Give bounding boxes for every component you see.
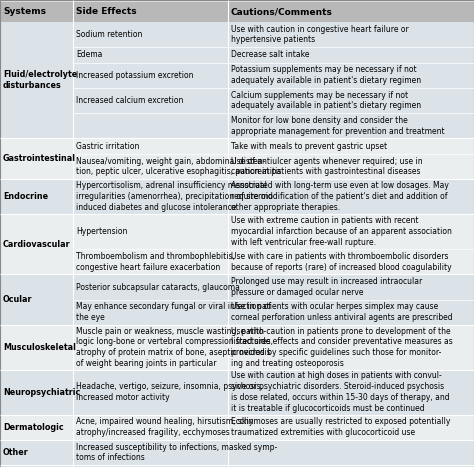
Text: Nausea/vomiting, weight gain, abdominal disten-
tion, peptic ulcer, ulcerative e: Nausea/vomiting, weight gain, abdominal … (76, 156, 282, 177)
Text: Fluid/electrolyte
disturbances: Fluid/electrolyte disturbances (3, 70, 77, 90)
Text: Calcium supplements may be necessary if not
adequately available in patient's di: Calcium supplements may be necessary if … (231, 91, 421, 110)
Bar (0, 325, 474, 370)
Text: Acne, impaired wound healing, hirsutism, skin
atrophy/increased fragility, ecchy: Acne, impaired wound healing, hirsutism,… (76, 417, 254, 437)
Text: Hypertension: Hypertension (76, 227, 128, 236)
Text: Systems: Systems (3, 7, 46, 16)
Bar (0, 22, 474, 138)
Text: Cautions/Comments: Cautions/Comments (231, 7, 333, 16)
Bar (0, 214, 474, 275)
Text: Associated with long-term use even at low dosages. May
require modification of t: Associated with long-term use even at lo… (231, 181, 449, 212)
Text: Increased calcium excretion: Increased calcium excretion (76, 96, 183, 105)
Text: Musculoskeletal: Musculoskeletal (3, 343, 76, 352)
Text: Other: Other (3, 448, 29, 457)
Text: Side Effects: Side Effects (76, 7, 137, 16)
Text: Headache, vertigo, seizure, insomnia, psychosis,
increased motor activity: Headache, vertigo, seizure, insomnia, ps… (76, 382, 263, 402)
Bar (0, 370, 474, 415)
Text: Gastric irritation: Gastric irritation (76, 142, 139, 151)
Text: Neuropsychiatric: Neuropsychiatric (3, 388, 80, 396)
Text: Use with caution at high doses in patients with convul-
sive or psychiatric diso: Use with caution at high doses in patien… (231, 371, 450, 413)
Text: May enhance secondary fungal or viral infection of
the eye: May enhance secondary fungal or viral in… (76, 303, 271, 322)
Bar (0, 179, 474, 214)
Text: Use in patients with ocular herpes simplex may cause
corneal perforation unless : Use in patients with ocular herpes simpl… (231, 303, 453, 322)
Text: Endocrine: Endocrine (3, 192, 48, 201)
Text: Increased potassium excretion: Increased potassium excretion (76, 71, 193, 80)
Text: Muscle pain or weakness, muscle wasting, patho-
logic long-bone or vertebral com: Muscle pain or weakness, muscle wasting,… (76, 327, 273, 368)
Text: Dermatologic: Dermatologic (3, 423, 64, 432)
Bar (0, 415, 474, 440)
Text: Use with extreme caution in patients with recent
myocardial infarction because o: Use with extreme caution in patients wit… (231, 216, 452, 247)
Text: Use with caution in congestive heart failure or
hypertensive patients: Use with caution in congestive heart fai… (231, 25, 409, 44)
Bar (0, 275, 474, 325)
Text: Cardiovascular: Cardiovascular (3, 240, 71, 249)
Text: Use of antiulcer agents whenever required; use in
caution in patients with gastr: Use of antiulcer agents whenever require… (231, 156, 423, 177)
Bar (0, 440, 474, 465)
Text: Sodium retention: Sodium retention (76, 30, 142, 39)
Text: Potassium supplements may be necessary if not
adequately available in patient's : Potassium supplements may be necessary i… (231, 65, 421, 85)
Bar (0, 2, 474, 22)
Text: Use with care in patients with thromboembolic disorders
because of reports (rare: Use with care in patients with thromboem… (231, 252, 452, 272)
Text: Ecchymoses are usually restricted to exposed potentially
traumatized extremities: Ecchymoses are usually restricted to exp… (231, 417, 450, 437)
Text: Prolonged use may result in increased intraocular
pressure or damaged ocular ner: Prolonged use may result in increased in… (231, 277, 422, 297)
Text: Thromboembolism and thrombophlebitis,
congestive heart failure exacerbation: Thromboembolism and thrombophlebitis, co… (76, 252, 235, 272)
Text: Monitor for low bone density and consider the
appropriate management for prevent: Monitor for low bone density and conside… (231, 116, 445, 135)
Bar (0, 138, 474, 179)
Text: Hypercortisolism, adrenal insufficiency menstrual
irregularities (amenorrhea), p: Hypercortisolism, adrenal insufficiency … (76, 181, 273, 212)
Text: Posterior subcapsular cataracts, glaucoma: Posterior subcapsular cataracts, glaucom… (76, 283, 240, 291)
Text: Edema: Edema (76, 50, 102, 59)
Text: Take with meals to prevent gastric upset: Take with meals to prevent gastric upset (231, 142, 387, 151)
Text: Gastrointestinal: Gastrointestinal (3, 154, 76, 163)
Text: Decrease salt intake: Decrease salt intake (231, 50, 310, 59)
Text: Use with caution in patients prone to development of the
listed side effects and: Use with caution in patients prone to de… (231, 327, 453, 368)
Text: Increased susceptibility to infections, masked symp-
toms of infections: Increased susceptibility to infections, … (76, 443, 277, 462)
Text: Ocular: Ocular (3, 295, 33, 304)
